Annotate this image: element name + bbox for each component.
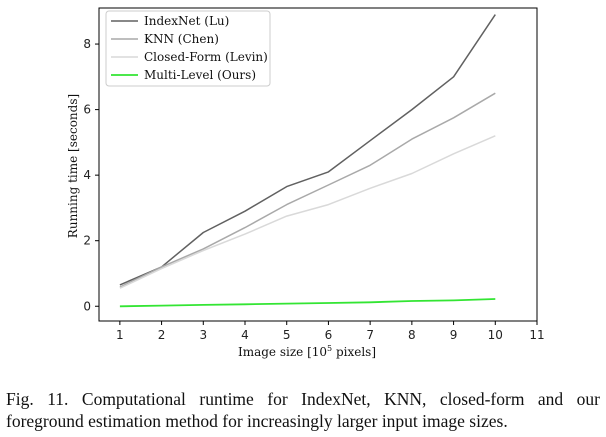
legend-entry: Closed-Form (Levin) — [144, 50, 268, 64]
y-tick-label: 0 — [83, 299, 91, 313]
legend-box — [105, 10, 271, 87]
series-line-indexnet-lu — [119, 14, 496, 286]
plot-area — [119, 14, 496, 308]
axes-frame — [98, 7, 538, 322]
x-tick-label: 7 — [366, 328, 374, 342]
legend: IndexNet (Lu) KNN (Chen) Closed-Form (Levi… — [105, 10, 271, 87]
x-tick-label: 8 — [408, 328, 416, 342]
series-line-knn-chen — [119, 92, 496, 288]
legend-entry: KNN (Chen) — [144, 32, 219, 46]
x-tick-label: 1 — [116, 328, 124, 342]
x-tick-label: 6 — [325, 328, 333, 342]
y-axis-ticks: 0 2 4 6 8 — [83, 37, 99, 313]
x-axis-ticks: 1 2 3 4 5 6 7 8 9 10 11 — [116, 321, 545, 342]
y-tick-label: 2 — [83, 234, 91, 248]
x-tick-label: 2 — [158, 328, 166, 342]
y-tick-label: 6 — [83, 103, 91, 117]
x-tick-label: 9 — [450, 328, 458, 342]
x-axis-label: Image size [105 pixels] — [238, 344, 376, 359]
x-tick-label: 5 — [283, 328, 291, 342]
x-tick-label: 3 — [199, 328, 207, 342]
y-tick-label: 4 — [83, 168, 91, 182]
x-tick-label: 11 — [529, 328, 544, 342]
runtime-chart: 1 2 3 4 5 6 7 8 9 10 11 0 2 4 6 8 Image size [105 pixe… — [66, 7, 545, 359]
series-line-closed-form-levin — [119, 135, 496, 289]
y-tick-label: 8 — [83, 37, 91, 51]
legend-entry: Multi-Level (Ours) — [144, 68, 256, 82]
series-line-multi-level-ours — [119, 298, 496, 308]
y-axis-label: Running time [seconds] — [66, 94, 80, 238]
figure-caption: Fig. 11. Computational runtime for Index… — [6, 389, 600, 431]
x-tick-label: 4 — [241, 328, 249, 342]
legend-entry: IndexNet (Lu) — [144, 14, 229, 28]
x-tick-label: 10 — [488, 328, 503, 342]
